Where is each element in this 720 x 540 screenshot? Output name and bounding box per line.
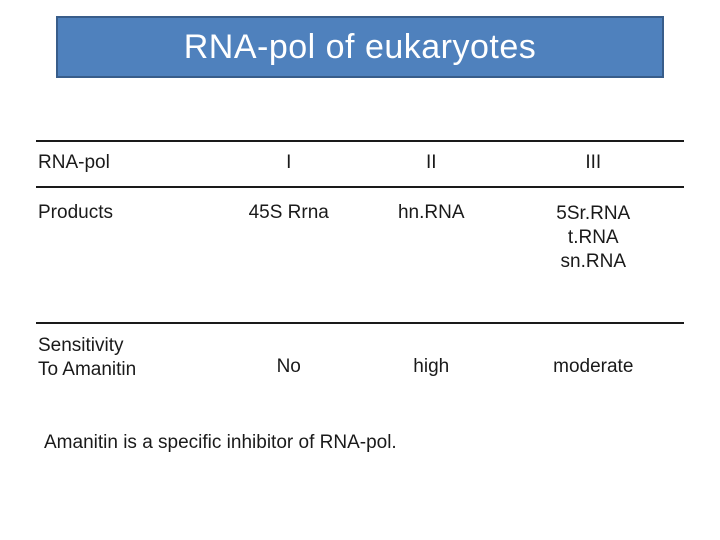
- table-row-sensitivity: Sensitivity To Amanitin No high moderate: [36, 323, 684, 392]
- title-bar: RNA-pol of eukaryotes: [56, 16, 664, 78]
- sensitivity-III: moderate: [503, 323, 684, 392]
- table-row-products: Products 45S Rrna hn.RNA 5Sr.RNA t.RNA s…: [36, 187, 684, 323]
- table-header-row: RNA-pol I II III: [36, 141, 684, 187]
- slide-title: RNA-pol of eukaryotes: [184, 28, 537, 67]
- products-II: hn.RNA: [360, 187, 503, 323]
- sensitivity-II: high: [360, 323, 503, 392]
- products-label: Products: [36, 187, 217, 323]
- rna-pol-table: RNA-pol I II III Products 45S Rrna hn.RN…: [36, 140, 684, 392]
- header-rowlabel: RNA-pol: [36, 141, 217, 187]
- header-col-I: I: [217, 141, 360, 187]
- table: RNA-pol I II III Products 45S Rrna hn.RN…: [36, 140, 684, 392]
- caption-text: Amanitin is a specific inhibitor of RNA-…: [44, 432, 397, 454]
- products-III: 5Sr.RNA t.RNA sn.RNA: [503, 187, 684, 323]
- sensitivity-label-line2: To Amanitin: [38, 359, 136, 380]
- products-III-line3: sn.RNA: [561, 251, 626, 272]
- header-col-II: II: [360, 141, 503, 187]
- header-col-III: III: [503, 141, 684, 187]
- sensitivity-I: No: [217, 323, 360, 392]
- sensitivity-label: Sensitivity To Amanitin: [36, 323, 217, 392]
- sensitivity-label-line1: Sensitivity: [38, 335, 124, 356]
- products-III-line1: 5Sr.RNA: [556, 203, 630, 224]
- products-I: 45S Rrna: [217, 187, 360, 323]
- products-III-line2: t.RNA: [568, 227, 619, 248]
